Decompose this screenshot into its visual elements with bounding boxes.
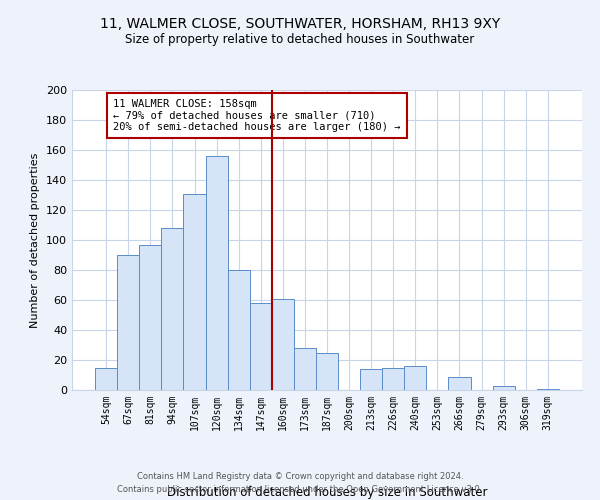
Bar — [206, 156, 227, 390]
Text: Contains HM Land Registry data © Crown copyright and database right 2024.: Contains HM Land Registry data © Crown c… — [137, 472, 463, 481]
Bar — [161, 228, 184, 390]
Text: 11, WALMER CLOSE, SOUTHWATER, HORSHAM, RH13 9XY: 11, WALMER CLOSE, SOUTHWATER, HORSHAM, R… — [100, 18, 500, 32]
Bar — [117, 255, 139, 390]
Text: Contains public sector information licensed under the Open Government Licence v3: Contains public sector information licen… — [118, 485, 482, 494]
Bar — [227, 270, 250, 390]
Bar — [95, 368, 117, 390]
Bar — [294, 348, 316, 390]
Bar — [537, 388, 559, 390]
Bar — [250, 303, 272, 390]
Bar — [404, 366, 427, 390]
Bar — [139, 244, 161, 390]
Bar — [382, 368, 404, 390]
Bar — [360, 369, 382, 390]
Text: 11 WALMER CLOSE: 158sqm
← 79% of detached houses are smaller (710)
20% of semi-d: 11 WALMER CLOSE: 158sqm ← 79% of detache… — [113, 99, 400, 132]
X-axis label: Distribution of detached houses by size in Southwater: Distribution of detached houses by size … — [167, 486, 487, 498]
Bar — [448, 376, 470, 390]
Bar — [493, 386, 515, 390]
Bar — [316, 352, 338, 390]
Bar — [272, 298, 294, 390]
Text: Size of property relative to detached houses in Southwater: Size of property relative to detached ho… — [125, 32, 475, 46]
Y-axis label: Number of detached properties: Number of detached properties — [31, 152, 40, 328]
Bar — [184, 194, 206, 390]
